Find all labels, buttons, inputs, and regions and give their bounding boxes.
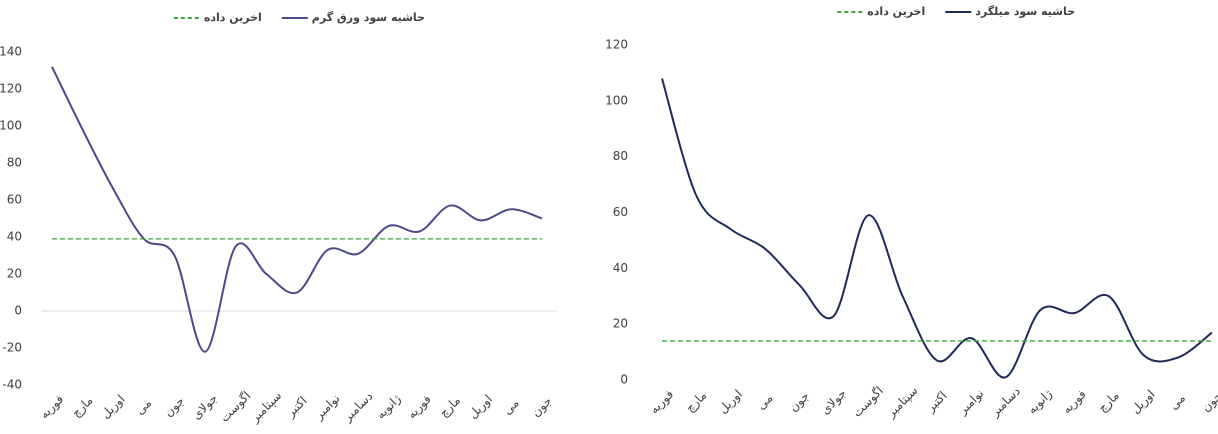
x-tick-label: فوریه <box>404 392 434 422</box>
x-tick-label: اوریل <box>1128 387 1158 417</box>
x-tick-label: می <box>500 396 522 418</box>
y-tick-label: 100 <box>605 93 628 107</box>
x-tick-label: مارچ <box>436 393 463 420</box>
x-tick-label: ژانویه <box>1025 387 1056 418</box>
x-tick-label: نوامبر <box>955 386 987 418</box>
legend-label[interactable]: حاشیه سود میلگرد <box>975 5 1075 18</box>
legend-label[interactable]: حاشیه سود ورق گرم <box>312 11 425 24</box>
x-tick-label: دسامبر <box>340 389 377 426</box>
x-tick-label: جون <box>1199 389 1218 415</box>
x-tick-label: فوریه <box>1059 387 1089 417</box>
y-tick-label: 80 <box>7 156 22 170</box>
x-tick-label: می <box>754 391 776 413</box>
x-tick-label: اگوست <box>850 384 887 421</box>
x-tick-label: دسامبر <box>987 384 1024 421</box>
x-tick-label: جون <box>529 394 555 420</box>
y-tick-label: 60 <box>613 205 628 219</box>
y-tick-label: 0 <box>14 304 22 318</box>
x-tick-label: اگوست <box>217 389 254 426</box>
x-tick-label: اوریل <box>98 392 128 422</box>
x-tick-label: سپتامبر <box>883 383 921 421</box>
series-line <box>51 66 543 353</box>
y-tick-label: -20 <box>2 341 22 355</box>
x-tick-label: جون <box>161 394 187 420</box>
y-tick-label: -40 <box>2 378 22 392</box>
x-tick-label: اکتبر <box>923 389 951 417</box>
x-tick-label: جون <box>786 389 812 415</box>
y-tick-label: 60 <box>7 193 22 207</box>
y-tick-label: 20 <box>7 267 22 281</box>
y-tick-label: 140 <box>0 45 22 59</box>
y-tick-label: 40 <box>7 230 22 244</box>
legend-label[interactable]: اخرین داده <box>204 11 262 24</box>
y-tick-label: 20 <box>613 317 628 331</box>
x-tick-label: اوریل <box>466 392 496 422</box>
y-tick-label: 0 <box>620 373 628 387</box>
x-tick-label: مارچ <box>1095 388 1122 415</box>
x-tick-label: مارچ <box>69 393 96 420</box>
y-tick-label: 80 <box>613 149 628 163</box>
x-tick-label: می <box>1167 391 1189 413</box>
x-tick-label: می <box>133 396 155 418</box>
y-tick-label: 120 <box>605 38 628 52</box>
series-line <box>661 78 1213 379</box>
x-tick-label: سپتامبر <box>247 388 285 426</box>
x-tick-label: نوامبر <box>311 391 343 423</box>
x-tick-label: ژانویه <box>374 392 405 423</box>
x-tick-label: اوریل <box>716 387 746 417</box>
y-tick-label: 120 <box>0 82 22 96</box>
legend-label[interactable]: اخرین داده <box>867 5 925 18</box>
x-tick-label: جولای <box>818 386 850 418</box>
x-tick-label: فوریه <box>37 392 67 422</box>
y-tick-label: 100 <box>0 119 22 133</box>
x-tick-label: مارچ <box>683 388 710 415</box>
x-tick-label: جولای <box>189 391 221 423</box>
y-tick-label: 40 <box>613 261 628 275</box>
x-tick-label: اکتبر <box>283 394 311 422</box>
x-tick-label: فوریه <box>647 387 677 417</box>
